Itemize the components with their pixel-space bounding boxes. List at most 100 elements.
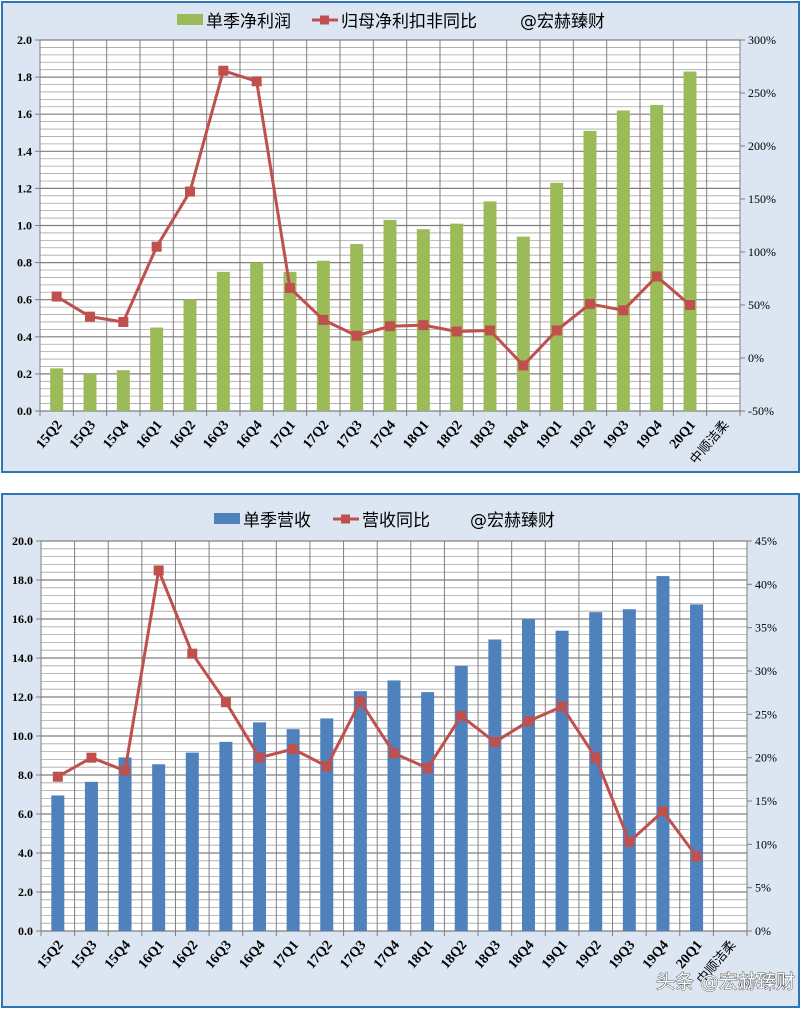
category-label: 19Q1 bbox=[539, 938, 571, 972]
category-label: 18Q3 bbox=[467, 418, 499, 452]
left-axis-label: 1.8 bbox=[17, 70, 32, 84]
line-marker bbox=[285, 283, 295, 294]
line-marker bbox=[185, 186, 195, 197]
left-axis-label: 10.0 bbox=[12, 729, 33, 743]
bar bbox=[350, 244, 364, 411]
bar bbox=[555, 630, 569, 931]
category-label: 17Q3 bbox=[334, 418, 366, 452]
bar bbox=[488, 639, 502, 931]
category-label: 20Q1 bbox=[674, 938, 706, 972]
right-axis-label: 150% bbox=[748, 192, 776, 206]
legend-credit: @宏赫臻财 bbox=[470, 511, 555, 531]
line-marker bbox=[389, 748, 399, 759]
bar bbox=[450, 223, 464, 411]
bar bbox=[84, 781, 98, 931]
category-label: 15Q2 bbox=[34, 418, 66, 452]
category-label: 19Q4 bbox=[640, 938, 672, 972]
line-legend-marker-icon bbox=[320, 15, 329, 25]
right-axis-label: 5% bbox=[755, 881, 771, 895]
line-marker bbox=[321, 761, 332, 772]
line-marker bbox=[551, 325, 562, 336]
line-marker bbox=[52, 771, 63, 782]
right-axis-label: 30% bbox=[755, 664, 777, 678]
category-label: 17Q1 bbox=[267, 418, 299, 452]
line-marker bbox=[456, 711, 467, 722]
right-axis-label: 25% bbox=[755, 707, 777, 721]
legend-bar-label: 单季营收 bbox=[243, 511, 311, 531]
right-axis-label: 40% bbox=[755, 577, 777, 591]
line-marker bbox=[51, 291, 62, 302]
left-axis-label: 0.0 bbox=[17, 404, 32, 418]
line-marker bbox=[590, 752, 601, 763]
legend-bar-label: 单季净利润 bbox=[206, 12, 291, 32]
category-label: 18Q1 bbox=[400, 418, 432, 452]
left-axis-label: 8.0 bbox=[18, 768, 33, 782]
bar-legend-swatch-icon bbox=[177, 14, 203, 25]
left-axis-label: 20.0 bbox=[12, 534, 33, 548]
line-series bbox=[55, 69, 691, 367]
bar bbox=[656, 576, 670, 931]
line-marker bbox=[518, 360, 529, 371]
category-label: 19Q3 bbox=[600, 418, 632, 452]
left-axis-label: 0.2 bbox=[17, 367, 32, 381]
watermark: 头条 @宏赫臻财 bbox=[656, 971, 795, 993]
bar bbox=[286, 729, 300, 931]
line-marker bbox=[220, 697, 231, 708]
category-label: 17Q2 bbox=[300, 418, 332, 452]
bar bbox=[421, 692, 435, 931]
bar bbox=[521, 619, 535, 931]
category-label: 18Q4 bbox=[500, 418, 532, 452]
line-marker bbox=[218, 65, 229, 76]
bar bbox=[320, 718, 334, 931]
bar bbox=[250, 262, 264, 411]
legend-line-label: 归母净利扣非同比 bbox=[341, 12, 477, 32]
revenue-legend: 单季营收 营收同比 @宏赫臻财 bbox=[214, 511, 555, 531]
bar bbox=[183, 299, 197, 411]
left-axis-label: 2.0 bbox=[17, 33, 32, 47]
category-label: 18Q2 bbox=[434, 418, 466, 452]
profit-chart: 0.0 0.2 0.4 0.6 0.8 1.0 1.2 1.4 1.6 1.8 2.0 -50% 0% 5… bbox=[17, 33, 776, 467]
left-axis-label: 0.8 bbox=[17, 256, 32, 270]
right-axis-label: 10% bbox=[755, 837, 777, 851]
category-label: 17Q3 bbox=[337, 938, 369, 972]
right-axis-label: 45% bbox=[755, 534, 777, 548]
left-axis-label: 1.6 bbox=[17, 107, 32, 121]
line-marker bbox=[523, 716, 534, 727]
category-label: 17Q1 bbox=[270, 938, 302, 972]
bar bbox=[283, 271, 297, 411]
left-axis-label: 12.0 bbox=[12, 690, 33, 704]
category-label: 18Q3 bbox=[472, 938, 504, 972]
left-axis-label: 0.4 bbox=[17, 330, 32, 344]
profit-legend: 单季净利润 归母净利扣非同比 @宏赫臻财 bbox=[177, 12, 605, 32]
line-marker bbox=[485, 325, 495, 336]
bar bbox=[387, 680, 401, 931]
right-axis-label: 35% bbox=[755, 621, 777, 635]
line-marker bbox=[318, 314, 329, 325]
category-label: 18Q1 bbox=[405, 938, 437, 972]
bar bbox=[550, 182, 564, 411]
bar bbox=[683, 71, 697, 411]
category-label: 17Q2 bbox=[304, 938, 336, 972]
bar bbox=[253, 722, 267, 931]
category-label: 16Q3 bbox=[200, 418, 232, 452]
category-label: 15Q3 bbox=[67, 418, 99, 452]
bar bbox=[150, 327, 164, 411]
left-axis-label: 2.0 bbox=[18, 885, 33, 899]
category-label: 19Q2 bbox=[573, 938, 605, 972]
left-axis-label: 4.0 bbox=[18, 846, 33, 860]
bar bbox=[583, 130, 597, 411]
bar bbox=[454, 665, 468, 931]
category-label: 19Q3 bbox=[606, 938, 638, 972]
line-marker bbox=[585, 298, 595, 309]
right-axis-label: -50% bbox=[748, 404, 774, 418]
left-axis-label: 0.0 bbox=[18, 924, 33, 938]
bar bbox=[353, 691, 367, 931]
bar bbox=[616, 110, 630, 412]
bar bbox=[152, 764, 166, 931]
line-legend-marker-icon bbox=[341, 514, 350, 524]
bar bbox=[690, 604, 704, 931]
line-marker bbox=[151, 241, 162, 252]
line-marker bbox=[557, 701, 568, 712]
line-marker bbox=[86, 752, 97, 763]
category-label: 19Q1 bbox=[534, 418, 566, 452]
